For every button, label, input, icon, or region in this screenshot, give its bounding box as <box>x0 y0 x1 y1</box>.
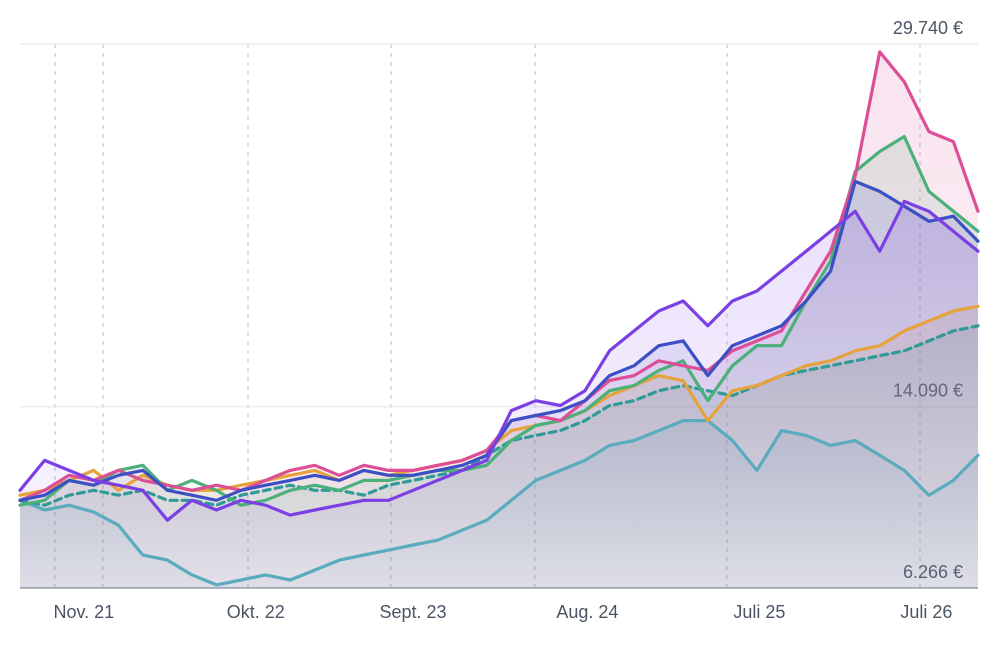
series-area <box>20 201 978 588</box>
x-tick-label: Okt. 22 <box>227 602 285 622</box>
series-line <box>18 324 980 507</box>
x-tick-label: Sept. 23 <box>379 602 446 622</box>
series-line <box>18 199 980 522</box>
x-tick-label: Juli 25 <box>733 602 785 622</box>
series-line <box>18 419 980 587</box>
areas <box>20 51 978 588</box>
x-tick-label: Juli 26 <box>900 602 952 622</box>
x-tick-label: Aug. 24 <box>556 602 618 622</box>
lines <box>18 50 980 587</box>
y-tick-label: 29.740 € <box>893 18 963 38</box>
x-tick-label: Nov. 21 <box>54 602 115 622</box>
series-line <box>18 134 980 507</box>
